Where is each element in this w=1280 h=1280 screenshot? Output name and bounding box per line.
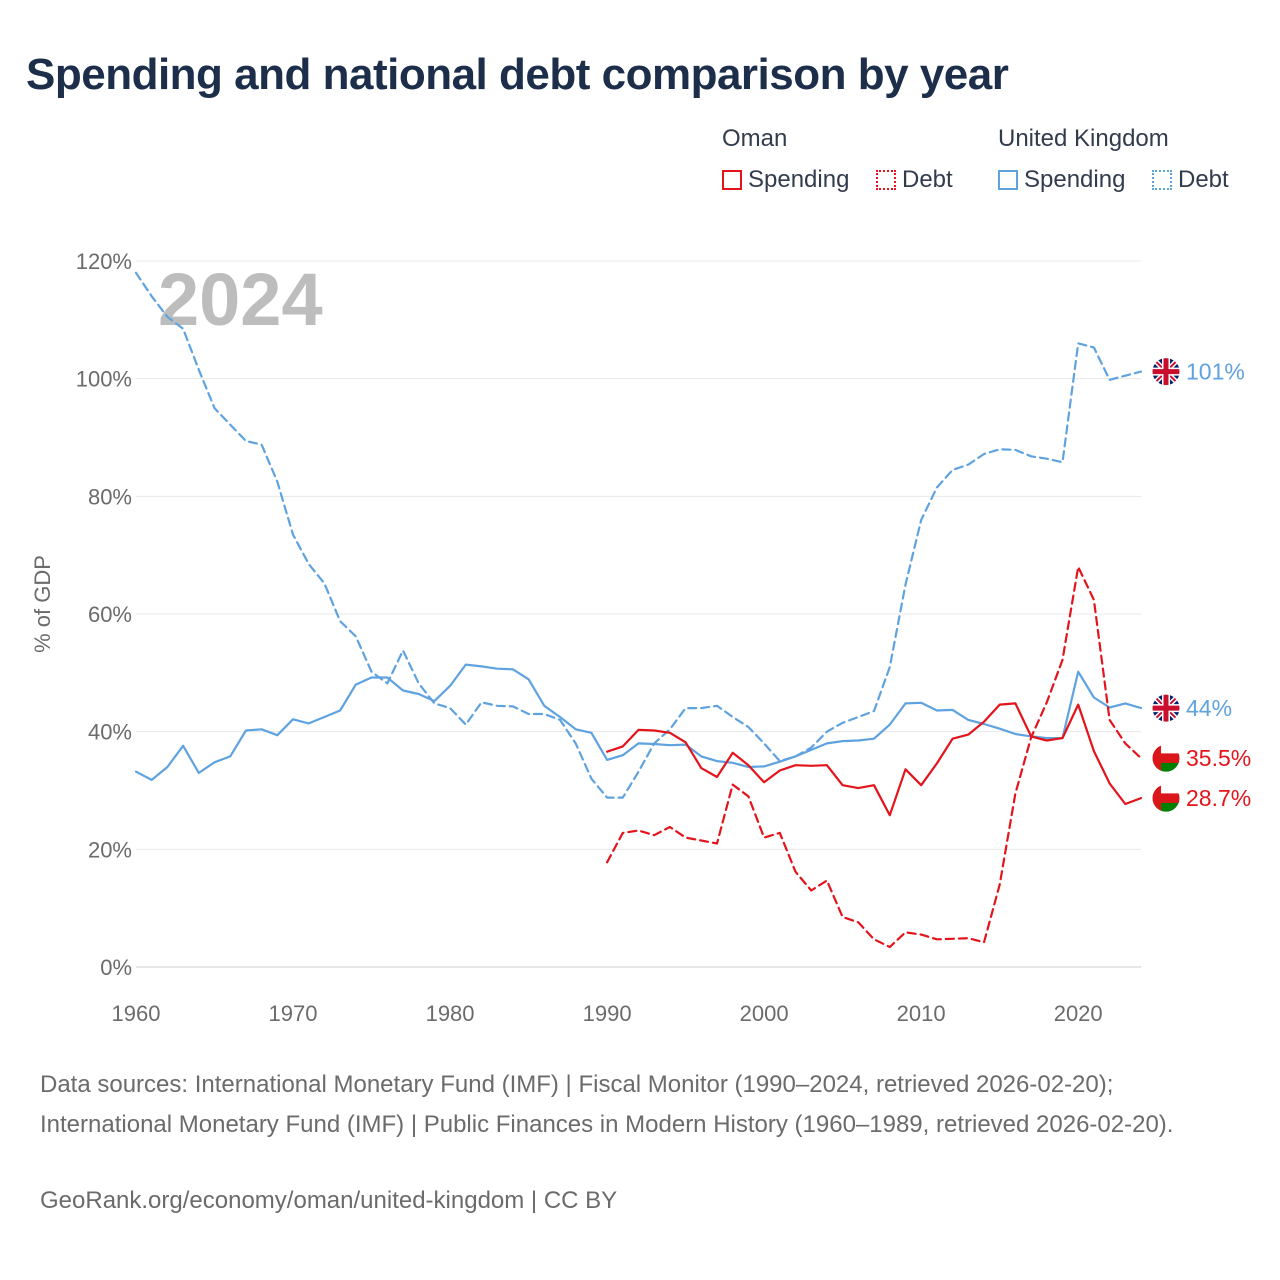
x-tick-label: 1980 [426,1001,475,1026]
line-chart: 0% 20% 40% 60% 80% 100% 120% 1960 1970 1980 1990 20… [30,249,1251,1026]
x-tick-label: 1960 [112,1001,161,1026]
uk-flag-icon [1151,693,1181,723]
y-tick-label: 40% [88,720,132,745]
chart-title: Spending and national debt comparison by… [26,50,1009,99]
x-tick-label: 1970 [269,1001,318,1026]
legend-label: Spending [748,166,850,193]
legend-item-uk-debt[interactable]: Debt [1152,166,1229,194]
legend-swatch-dotted [876,170,896,190]
legend-swatch-solid [998,170,1018,190]
series-line-united-kingdom-spending [134,663,1143,782]
y-tick-label: 120% [76,249,132,274]
uk-flag-icon [1151,357,1181,387]
legend-label: Debt [902,166,953,193]
series-line-oman-spending [605,702,1143,817]
end-value-label: 28.7% [1186,785,1251,811]
legend-swatch-solid [722,170,742,190]
data-sources: Data sources: International Monetary Fun… [40,1071,1174,1138]
series-line-oman-debt [605,565,1143,949]
legend-group-oman: Oman [722,125,788,152]
series-line-united-kingdom-debt [134,271,1143,799]
end-value-label: 35.5% [1186,745,1251,771]
legend-item-oman-debt[interactable]: Debt [876,166,953,194]
oman-flag-icon [1151,783,1181,813]
legend-label: Debt [1178,166,1229,193]
y-tick-label: 100% [76,367,132,392]
y-tick-label: 20% [88,837,132,862]
y-tick-label: 0% [100,955,132,980]
x-tick-label: 2000 [740,1001,789,1026]
legend-swatch-dotted [1152,170,1172,190]
end-value-label: 101% [1186,359,1245,385]
legend-label: Spending [1024,166,1126,193]
y-tick-label: 60% [88,602,132,627]
legend-item-uk-spending[interactable]: Spending [998,166,1125,194]
legend-item-oman-spending[interactable]: Spending [722,166,849,194]
attribution-link[interactable]: GeoRank.org/economy/oman/united-kingdom … [40,1187,618,1214]
end-value-label: 44% [1186,695,1232,721]
y-axis-label: % of GDP [30,555,55,653]
x-tick-label: 1990 [583,1001,632,1026]
x-tick-label: 2020 [1054,1001,1103,1026]
x-tick-label: 2010 [897,1001,946,1026]
y-tick-label: 80% [88,484,132,509]
legend-group-united-kingdom: United Kingdom [998,125,1169,152]
year-label: 2024 [158,258,323,341]
oman-flag-icon [1151,743,1181,773]
